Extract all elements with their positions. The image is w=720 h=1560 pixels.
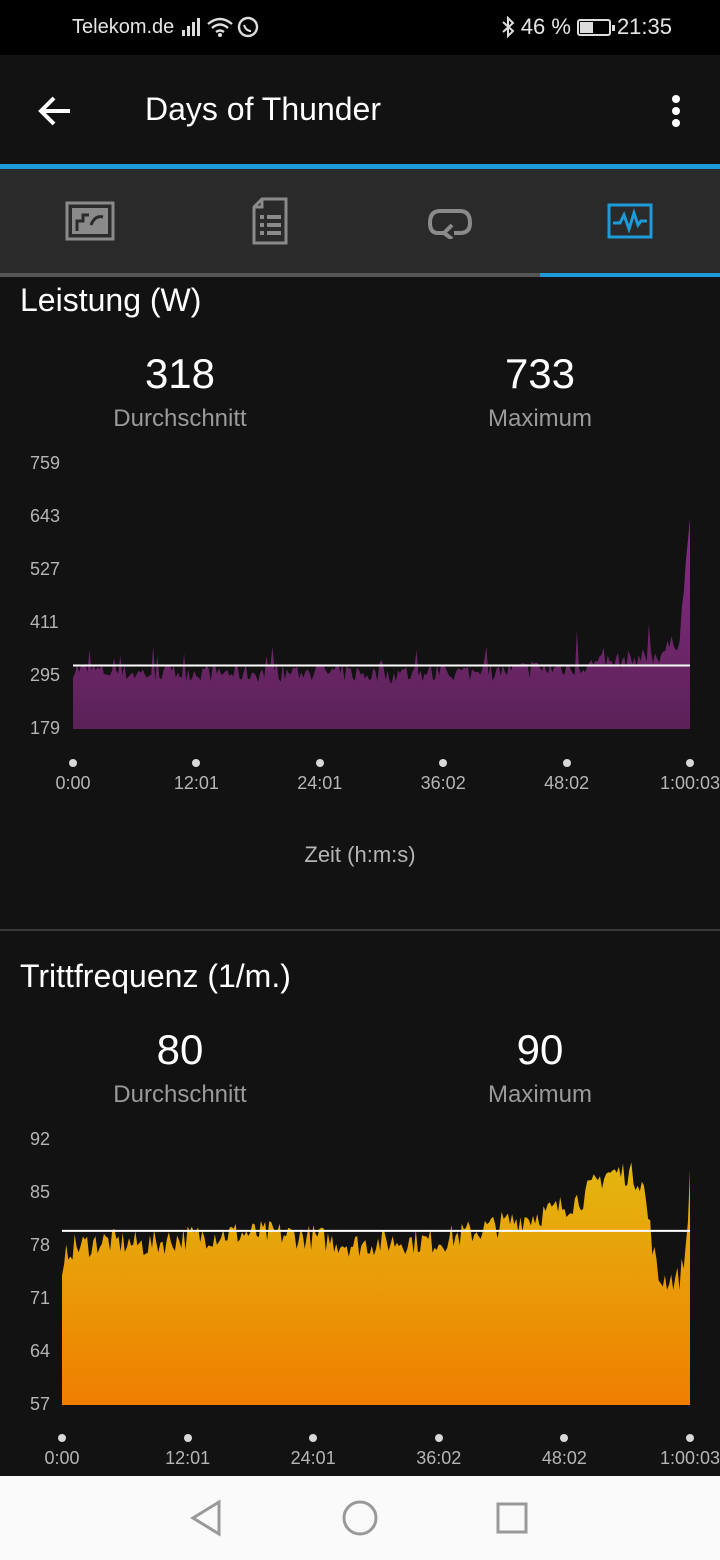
cadence-y-tick: 71 — [30, 1288, 51, 1308]
cadence-x-tick-label: 48:02 — [541, 1448, 587, 1468]
power-x-tick-dot — [562, 759, 571, 767]
arrow-left-icon[interactable] — [32, 87, 80, 135]
cadence-x-tick-label: 24:01 — [290, 1448, 336, 1468]
page-title: Days of Thunder — [145, 91, 381, 127]
power-y-tick: 759 — [30, 453, 61, 473]
battery-percent: 46 % — [520, 14, 571, 39]
tab-map[interactable] — [0, 169, 180, 273]
power-x-tick-dot — [192, 759, 201, 767]
more-vert-icon[interactable] — [656, 87, 696, 135]
power-x-tick-dot — [69, 759, 77, 767]
cadence-chart-svg — [62, 1162, 690, 1405]
cadence-max-value: 90 — [516, 1026, 564, 1073]
cadence-x-tick-dot — [686, 1434, 694, 1442]
app-bar: Days of Thunder — [0, 55, 720, 167]
cadence-x-tick-label: 1:00:03 — [659, 1448, 720, 1468]
power-y-tick: 179 — [30, 718, 61, 738]
cadence-y-tick: 85 — [30, 1182, 51, 1202]
power-y-tick: 643 — [30, 506, 61, 526]
power-x-tick-dot — [686, 759, 694, 767]
cadence-x-tick-label: 12:01 — [165, 1448, 211, 1468]
header-accent-line — [0, 164, 720, 169]
power-avg-value: 318 — [144, 350, 216, 397]
power-x-tick-label: 48:02 — [544, 773, 590, 793]
power-x-tick-label: 24:01 — [297, 773, 343, 793]
whatsapp-icon — [237, 16, 259, 38]
tab-charts[interactable] — [540, 169, 720, 273]
power-x-axis-title: Zeit (h:m:s) — [304, 842, 416, 867]
cadence-y-tick: 78 — [30, 1235, 51, 1255]
power-max-value: 733 — [504, 350, 576, 397]
signal-icon — [182, 18, 200, 36]
home-nav-icon[interactable] — [336, 1496, 384, 1540]
cadence-x-tick-label: 36:02 — [416, 1448, 462, 1468]
battery-level — [579, 21, 593, 33]
power-y-tick: 527 — [30, 559, 61, 579]
battery-icon — [576, 18, 615, 36]
power-y-tick: 411 — [30, 612, 59, 632]
cadence-series-area — [62, 1162, 690, 1405]
tab-laps[interactable] — [360, 169, 540, 273]
cadence-y-tick: 57 — [30, 1394, 51, 1414]
system-nav-bar — [0, 1476, 720, 1560]
tab-bar — [0, 169, 720, 277]
power-x-tick-label: 12:01 — [173, 773, 219, 793]
cadence-y-tick: 92 — [30, 1129, 51, 1149]
power-avg-label: Durchschnitt — [113, 405, 247, 432]
signal-wifi-icons — [180, 14, 262, 46]
map-icon — [65, 201, 115, 241]
power-x-tick-dot — [315, 759, 324, 767]
tab-details[interactable] — [180, 169, 360, 273]
power-chart-svg — [73, 518, 690, 729]
cadence-x-tick-dot — [183, 1434, 192, 1442]
status-bar: Telekom.de 46 % 21:35 — [0, 0, 720, 55]
recents-nav-icon[interactable] — [488, 1496, 536, 1540]
power-y-tick: 295 — [30, 665, 61, 685]
power-series-area — [73, 518, 690, 729]
tab-underline — [0, 273, 720, 277]
cadence-avg-value: 80 — [156, 1026, 204, 1073]
cadence-x-tick-dot — [58, 1434, 66, 1442]
cadence-title: Trittfrequenz (1/m.) — [20, 958, 291, 994]
cadence-avg-label: Durchschnitt — [113, 1081, 247, 1108]
laps-icon — [427, 209, 473, 239]
cadence-x-tick-dot — [309, 1434, 318, 1442]
carrier-name: Telekom.de — [72, 16, 175, 38]
details-icon — [252, 197, 288, 245]
cadence-max-label: Maximum — [487, 1081, 592, 1108]
section-divider — [0, 929, 720, 931]
power-title: Leistung (W) — [20, 282, 202, 318]
cadence-y-tick: 64 — [30, 1341, 51, 1361]
power-x-tick-dot — [439, 759, 448, 767]
bluetooth-icon — [502, 16, 515, 38]
power-max-label: Maximum — [487, 405, 592, 432]
clock: 21:35 — [616, 14, 672, 39]
tab-active-indicator — [540, 273, 720, 277]
charts-icon — [607, 203, 653, 239]
power-x-tick-label: 1:00:03 — [659, 773, 720, 793]
cadence-x-tick-label: 0:00 — [44, 1448, 80, 1468]
cadence-x-tick-dot — [434, 1434, 443, 1442]
status-right: 46 % 21:35 — [501, 14, 672, 40]
cadence-x-tick-dot — [560, 1434, 569, 1442]
power-x-tick-label: 0:00 — [55, 773, 91, 793]
power-x-tick-label: 36:02 — [420, 773, 466, 793]
wifi-icon — [207, 17, 233, 33]
back-nav-icon[interactable] — [183, 1496, 231, 1540]
